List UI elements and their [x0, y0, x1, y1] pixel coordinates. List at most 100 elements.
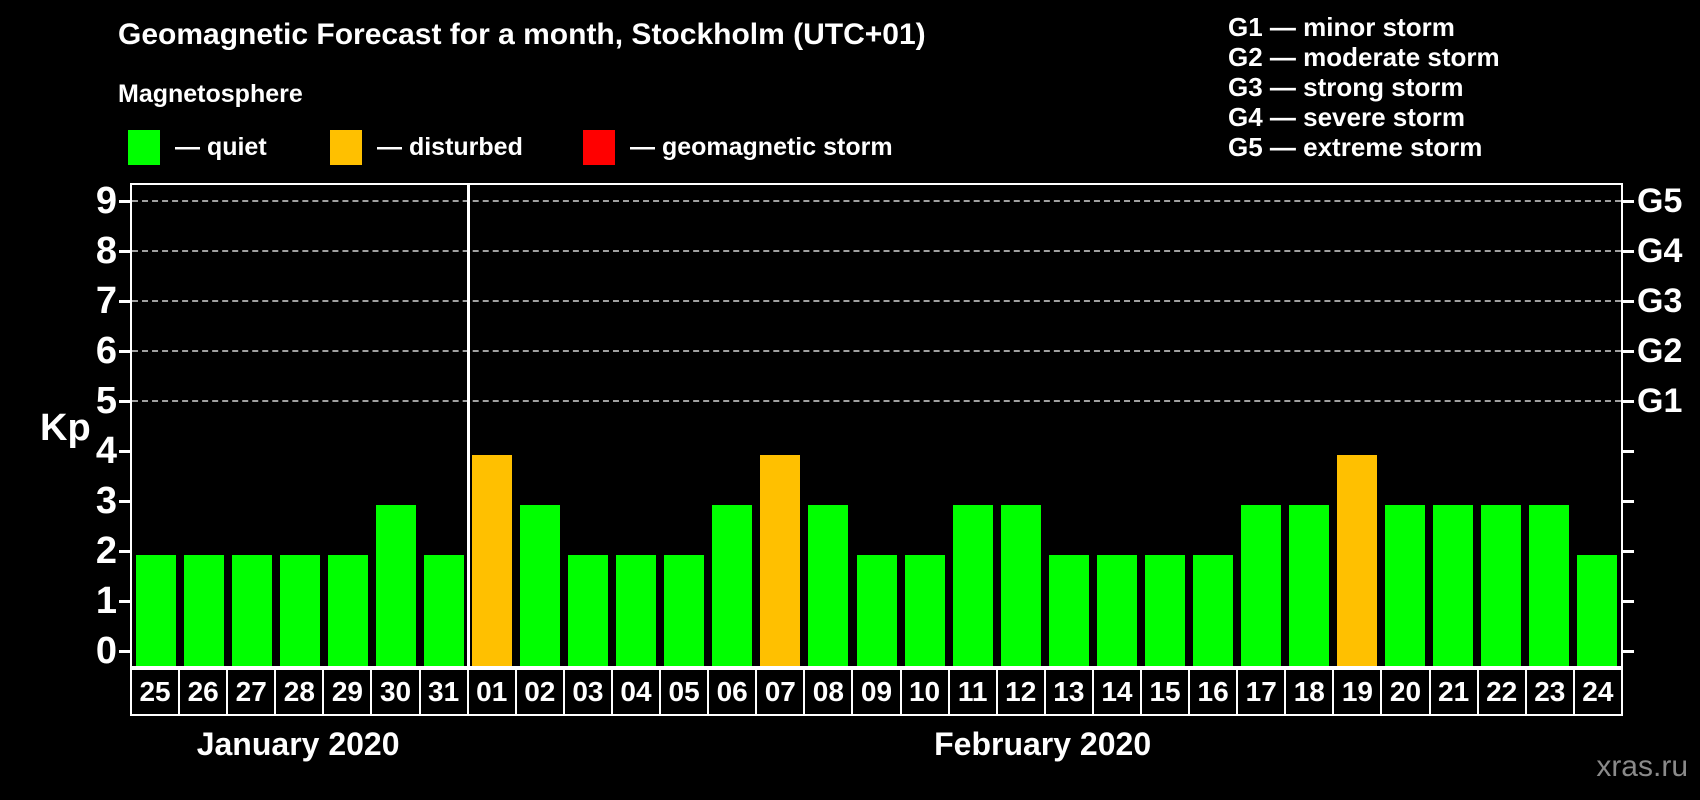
kp-bar-day-20 [1384, 505, 1425, 666]
legend-item-quiet: — quiet [128, 130, 267, 165]
kp-bar-day-04 [616, 555, 657, 666]
y-tick-label-2: 2 [95, 530, 117, 572]
y-tick-label-7: 7 [95, 280, 117, 322]
day-label-06: 06 [707, 668, 758, 716]
day-label-25: 25 [130, 668, 181, 716]
day-label-17: 17 [1236, 668, 1287, 716]
storm-scale-legend: G1 — minor storm G2 — moderate storm G3 … [1228, 12, 1500, 162]
day-label-14: 14 [1091, 668, 1142, 716]
kp-bar-day-24 [1576, 555, 1617, 666]
storm-scale-g4: G4 — severe storm [1228, 102, 1466, 132]
y-tick-6 [119, 350, 130, 353]
right-tick-0 [1623, 650, 1634, 653]
storm-swatch [583, 130, 615, 165]
day-label-27: 27 [226, 668, 277, 716]
right-tick-1 [1623, 600, 1634, 603]
kp-bar-day-13 [1048, 555, 1089, 666]
kp-bar-day-23 [1528, 505, 1569, 666]
g-axis-label-g4: G4 [1637, 232, 1683, 270]
y-tick-1 [119, 600, 130, 603]
y-tick-7 [119, 300, 130, 303]
magnetosphere-legend: — quiet — disturbed — geomagnetic storm [0, 130, 1700, 170]
y-tick-2 [119, 550, 130, 553]
right-tick-7 [1623, 300, 1634, 303]
day-label-23: 23 [1524, 668, 1575, 716]
day-label-02: 02 [514, 668, 565, 716]
magnetosphere-label: Magnetosphere [118, 80, 303, 108]
day-label-22: 22 [1476, 668, 1527, 716]
y-tick-9 [119, 200, 130, 203]
day-label-29: 29 [322, 668, 373, 716]
day-label-18: 18 [1284, 668, 1335, 716]
month-label-january: January 2020 [196, 726, 400, 762]
gridline-kp9 [132, 200, 1621, 202]
gridline-kp6 [132, 350, 1621, 352]
right-tick-8 [1623, 250, 1634, 253]
g-axis-label-g2: G2 [1637, 332, 1683, 370]
kp-bar-day-31 [424, 555, 465, 666]
kp-bar-day-30 [376, 505, 417, 666]
kp-bar-day-03 [568, 555, 609, 666]
disturbed-swatch [330, 130, 362, 165]
month-label-february: February 2020 [934, 726, 1152, 762]
kp-bar-day-18 [1288, 505, 1329, 666]
day-label-21: 21 [1428, 668, 1479, 716]
day-label-16: 16 [1188, 668, 1239, 716]
day-label-09: 09 [851, 668, 902, 716]
plot-area: Kp 0 1 2 3 4 5 6 7 8 9 G1 G2 G3 G4 G5 [40, 182, 1682, 670]
day-label-05: 05 [659, 668, 710, 716]
day-label-08: 08 [803, 668, 854, 716]
kp-bar-day-10 [904, 555, 945, 666]
y-tick-4 [119, 450, 130, 453]
day-label-30: 30 [370, 668, 421, 716]
y-tick-5 [119, 400, 130, 403]
kp-bar-day-15 [1144, 555, 1185, 666]
kp-bar-day-01 [472, 455, 513, 666]
kp-bar-day-14 [1096, 555, 1137, 666]
kp-bar-day-25 [136, 555, 177, 666]
kp-bar-day-16 [1192, 555, 1233, 666]
kp-bar-day-17 [1240, 505, 1281, 666]
day-label-19: 19 [1332, 668, 1383, 716]
kp-bar-day-11 [952, 505, 993, 666]
storm-scale-g5: G5 — extreme storm [1228, 132, 1483, 162]
chart-title: Geomagnetic Forecast for a month, Stockh… [118, 18, 926, 51]
y-tick-label-5: 5 [95, 380, 117, 422]
legend-label-storm: — geomagnetic storm [630, 133, 893, 161]
y-tick-0 [119, 650, 130, 653]
day-label-04: 04 [610, 668, 662, 716]
day-label-07: 07 [755, 668, 806, 716]
storm-scale-g2: G2 — moderate storm [1228, 42, 1500, 72]
gridline-kp7 [132, 300, 1621, 302]
day-label-11: 11 [947, 668, 998, 716]
right-tick-6 [1623, 350, 1634, 353]
day-label-20: 20 [1380, 668, 1431, 716]
y-tick-label-8: 8 [95, 230, 117, 272]
day-label-31: 31 [418, 668, 469, 716]
kp-bar-day-29 [328, 555, 369, 666]
kp-bar-day-26 [184, 555, 225, 666]
kp-bar-day-07 [760, 455, 801, 666]
right-tick-2 [1623, 550, 1634, 553]
kp-bar-day-21 [1432, 505, 1473, 666]
y-tick-label-4: 4 [95, 430, 117, 472]
day-label-13: 13 [1043, 668, 1094, 716]
day-label-03: 03 [562, 668, 613, 716]
y-tick-label-3: 3 [95, 480, 117, 522]
y-tick-label-9: 9 [95, 180, 117, 222]
g-axis-label-g1: G1 [1637, 382, 1683, 420]
g-axis-label-g3: G3 [1637, 282, 1683, 320]
day-label-15: 15 [1139, 668, 1191, 716]
legend-label-quiet: — quiet [175, 133, 267, 161]
y-tick-label-1: 1 [95, 580, 117, 622]
kp-bar-day-27 [232, 555, 273, 666]
legend-label-disturbed: — disturbed [377, 133, 523, 161]
kp-bar-day-22 [1480, 505, 1521, 666]
legend-item-storm: — geomagnetic storm [583, 130, 893, 165]
g-axis-label-g5: G5 [1637, 182, 1683, 220]
gridline-kp8 [132, 250, 1621, 252]
day-axis: 25 26 27 28 29 30 31 01 02 03 04 05 06 07 08 09 10 11 12 13… [130, 668, 1623, 716]
gridline-kp5 [132, 400, 1621, 402]
month-separator [466, 185, 470, 666]
